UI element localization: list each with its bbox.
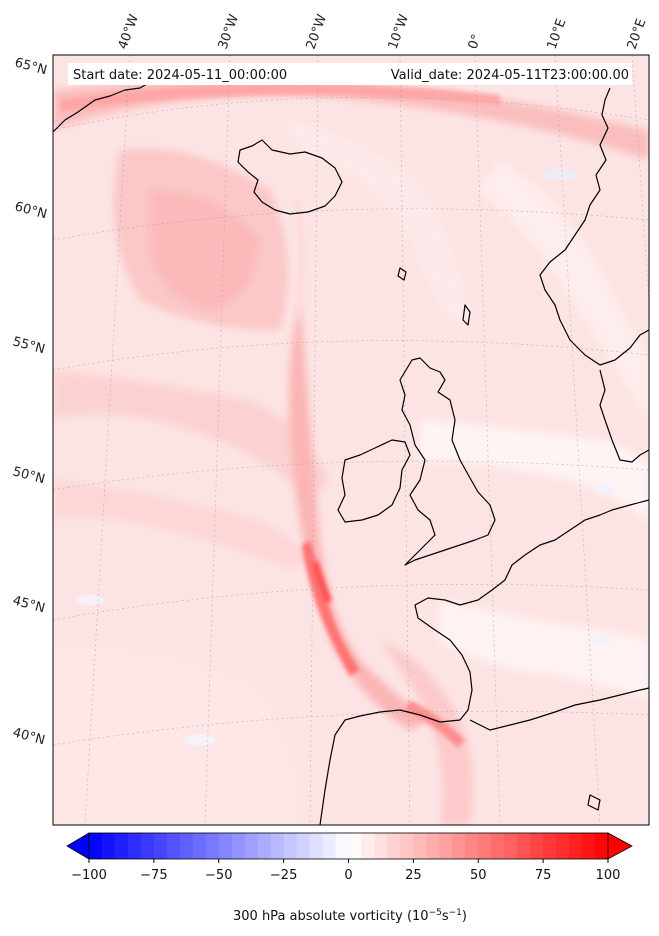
colorbar-band <box>231 833 246 859</box>
colorbar-band <box>543 833 557 859</box>
lat-label-40n: 40°N <box>11 725 47 748</box>
lat-label-65n: 65°N <box>13 55 49 78</box>
colorbar-band <box>426 833 440 859</box>
colorbar-outline <box>88 832 609 860</box>
colorbar-band <box>296 833 311 859</box>
france-spain-coast <box>319 499 649 825</box>
colorbar-band <box>335 833 349 859</box>
lat-label-45n: 45°N <box>11 593 47 616</box>
lon-label-10w: 10°W <box>386 12 412 51</box>
colorbar-band <box>192 833 207 859</box>
colorbar-tick-label: −50 <box>205 868 232 883</box>
colorbar-tick-label: 100 <box>596 868 621 883</box>
shetland <box>462 304 471 326</box>
graticule <box>53 55 649 825</box>
lon-label-30w: 30°W <box>216 12 242 51</box>
colorbar-band <box>517 833 531 859</box>
colorbar-band <box>439 833 453 859</box>
colorbar-band <box>348 833 362 859</box>
colorbar-tick-label: −100 <box>71 868 107 883</box>
colorbar-band <box>478 833 492 859</box>
header-box <box>68 63 632 85</box>
colorbar-band <box>205 833 220 859</box>
colorbar-band <box>465 833 479 859</box>
colorbar-band <box>582 833 596 859</box>
colorbar-band <box>400 833 414 859</box>
colorbar-band <box>309 833 324 859</box>
start-date-text: Start date: 2024-05-11_00:00:00 <box>73 68 287 83</box>
colorbar-band <box>374 833 388 859</box>
lon-label-40w: 40°W <box>116 12 142 51</box>
colorbar-band <box>166 833 181 859</box>
lat-label-50n: 50°N <box>11 464 47 487</box>
lon-label-20w: 20°W <box>304 12 330 51</box>
colorbar-tick-label: 75 <box>535 868 552 883</box>
lon-label-10e: 10°E <box>545 17 570 52</box>
colorbar-band <box>218 833 233 859</box>
colorbar-band <box>361 833 375 859</box>
colorbar-extend-min <box>66 832 90 860</box>
colorbar-band <box>140 833 155 859</box>
colorbar-band <box>127 833 142 859</box>
colorbar-band <box>504 833 518 859</box>
colorbar-label: 300 hPa absolute vorticity (10−5s−1) <box>233 908 467 924</box>
colorbar-band <box>257 833 272 859</box>
colorbar-band <box>556 833 570 859</box>
colorbar-tick-label: −25 <box>270 868 297 883</box>
iberia-med-coast <box>469 687 649 731</box>
lat-label-55n: 55°N <box>11 334 47 357</box>
colorbar-tick-label: 50 <box>470 868 487 883</box>
colorbar-band <box>387 833 401 859</box>
colorbar-band <box>322 833 337 859</box>
colorbar-band <box>101 833 116 859</box>
colorbar-band <box>153 833 168 859</box>
colorbar-tick-label: 0 <box>344 868 352 883</box>
denmark-coast <box>599 369 649 463</box>
colorbar-ticks: −100 −75 −50 −25 0 25 50 75 100 <box>71 833 620 883</box>
colorbar-band <box>89 833 103 859</box>
colorbar-band <box>530 833 544 859</box>
vorticity-field <box>53 55 649 825</box>
valid-date-text: Valid_date: 2024-05-11T23:00:00.00 <box>391 68 629 83</box>
colorbar-tick-label: −75 <box>140 868 167 883</box>
colorbar-band <box>114 833 129 859</box>
colorbar-band <box>244 833 259 859</box>
colorbar-band <box>270 833 285 859</box>
colorbar-band <box>413 833 427 859</box>
colorbar: −100 −75 −50 −25 0 25 50 75 100 300 hPa absolute… <box>66 832 633 924</box>
lon-label-0: 0° <box>466 32 485 51</box>
map-frame <box>52 54 650 826</box>
ireland-coast <box>337 439 411 523</box>
latitude-labels: 65°N 60°N 55°N 50°N 45°N 40°N <box>11 55 49 748</box>
scotland-coast <box>399 357 496 566</box>
lon-label-20e: 20°E <box>625 17 650 52</box>
coastlines <box>53 75 649 825</box>
lat-label-60n: 60°N <box>13 199 49 222</box>
colorbar-band <box>452 833 466 859</box>
longitude-labels: 40°W 30°W 20°W 10°W 0° 10°E 20°E <box>116 12 650 51</box>
colorbar-band <box>179 833 194 859</box>
colorbar-band <box>283 833 298 859</box>
colorbar-extend-max <box>607 832 633 860</box>
scandinavia-coast <box>539 87 649 366</box>
colorbar-band <box>595 833 609 859</box>
colorbar-tick-label: 25 <box>405 868 422 883</box>
corsica <box>587 794 601 811</box>
faroe-islands <box>397 267 407 281</box>
colorbar-band <box>569 833 583 859</box>
iceland-coast <box>237 139 343 215</box>
colorbar-band <box>491 833 505 859</box>
